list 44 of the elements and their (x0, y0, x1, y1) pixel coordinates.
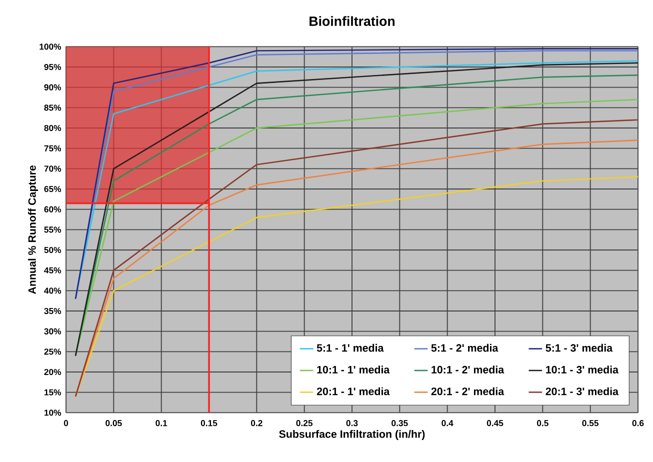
legend-label: 20:1 - 1' media (316, 387, 390, 396)
y-tick-label: 50% (44, 246, 62, 254)
x-tick-label: 0.35 (392, 420, 408, 426)
x-tick-label: 0.6 (632, 420, 644, 426)
legend-label: 5:1 - 3' media (546, 344, 613, 352)
x-tick-label: 0.4 (442, 420, 454, 426)
y-tick-label: 35% (44, 308, 62, 314)
legend-label: 20:1 - 2' media (431, 387, 504, 396)
y-tick-label: 55% (44, 226, 62, 233)
y-tick-label: 60% (44, 206, 62, 212)
x-tick-label: 0.15 (200, 420, 218, 426)
y-tick-label: 40% (44, 288, 62, 294)
x-tick-label: 0.3 (346, 420, 358, 426)
y-tick-label: 15% (44, 389, 62, 396)
y-tick-label: 80% (44, 124, 62, 132)
x-tick-label: 0.2 (250, 420, 262, 426)
y-tick-label: 90% (44, 84, 62, 90)
y-tick-label: 25% (44, 348, 62, 355)
x-tick-label: 0.05 (106, 420, 122, 426)
y-tick-label: 10% (44, 410, 62, 416)
legend-label: 5:1 - 1' media (316, 344, 384, 352)
y-axis-title: Annual % Runoff Capture (28, 165, 38, 294)
x-tick-label: 0.1 (156, 420, 168, 426)
chart-title: Bioinfiltration (310, 16, 395, 26)
x-tick-label: 0 (64, 420, 68, 426)
legend-label: 5:1 - 2' media (431, 344, 498, 352)
x-tick-label: 0.25 (296, 420, 313, 426)
y-tick-label: 45% (44, 267, 62, 274)
y-tick-label: 85% (44, 104, 62, 111)
x-tick-label: 0.45 (486, 420, 504, 426)
x-axis-title: Subsurface Infiltration (in/hr) (279, 430, 425, 440)
y-tick-label: 70% (44, 166, 62, 172)
y-tick-label: 75% (44, 145, 62, 152)
y-tick-label: 100% (40, 44, 62, 50)
legend-label: 10:1 - 3' media (546, 366, 619, 374)
y-tick-label: 95% (44, 64, 62, 70)
legend-label: 10:1 - 1' media (317, 366, 390, 374)
y-tick-label: 30% (44, 328, 62, 334)
legend-label: 20:1 - 3' media (546, 387, 619, 396)
x-tick-label: 0.5 (536, 420, 548, 426)
y-tick-label: 65% (44, 186, 62, 192)
legend-label: 10:1 - 2' media (432, 366, 504, 374)
y-tick-label: 20% (44, 368, 62, 376)
x-tick-label: 0.55 (582, 420, 599, 426)
